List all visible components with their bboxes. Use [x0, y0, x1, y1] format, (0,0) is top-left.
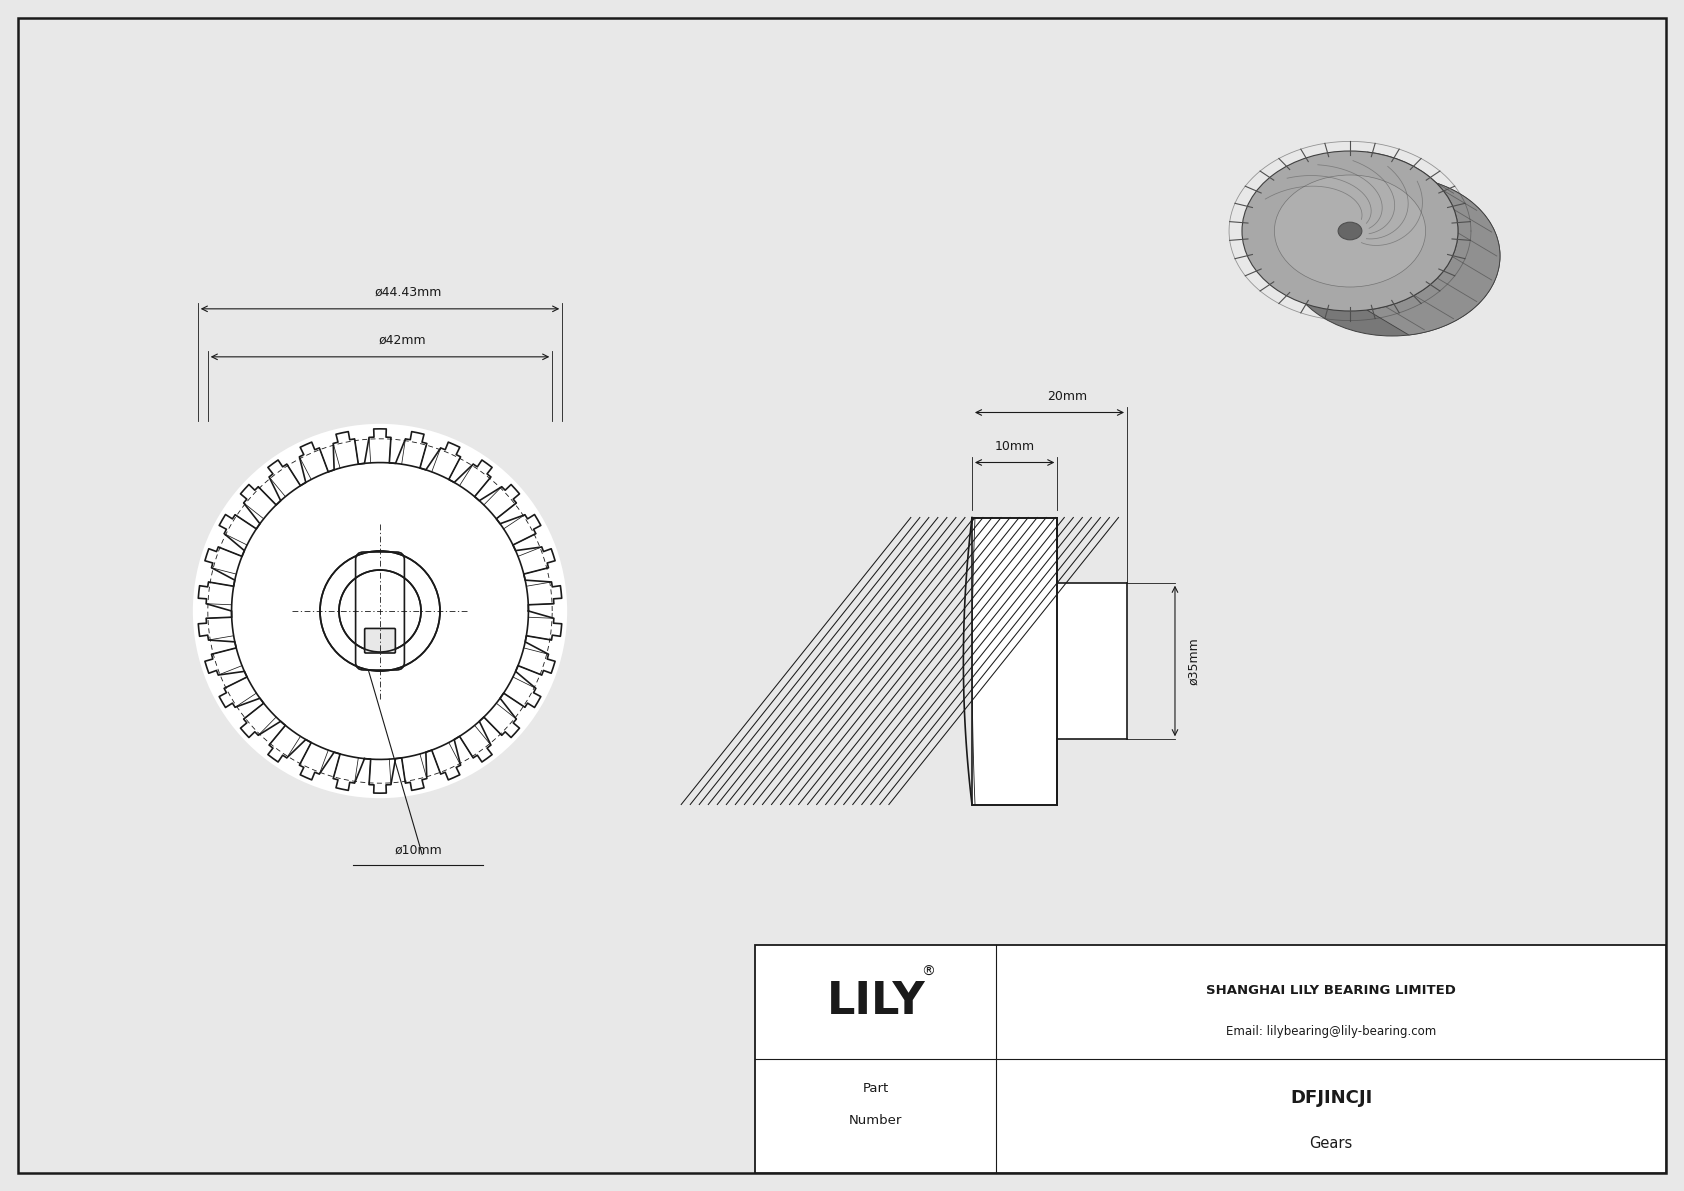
Circle shape — [194, 424, 568, 798]
Ellipse shape — [1283, 176, 1500, 336]
FancyBboxPatch shape — [365, 629, 396, 653]
Text: Part: Part — [862, 1083, 889, 1096]
Ellipse shape — [1275, 175, 1426, 287]
Text: LILY: LILY — [827, 980, 925, 1023]
Text: ø35mm: ø35mm — [1187, 637, 1201, 685]
Text: DFJINCJI: DFJINCJI — [1290, 1089, 1372, 1106]
Text: ø10mm: ø10mm — [394, 843, 441, 856]
Bar — [972, 518, 1058, 804]
Text: 20mm: 20mm — [1047, 389, 1088, 403]
Text: SHANGHAI LILY BEARING LIMITED: SHANGHAI LILY BEARING LIMITED — [1206, 984, 1457, 997]
Ellipse shape — [1339, 223, 1362, 239]
Polygon shape — [1367, 152, 1500, 335]
Text: Gears: Gears — [1310, 1136, 1352, 1151]
Text: 10mm: 10mm — [995, 439, 1034, 453]
FancyBboxPatch shape — [355, 551, 404, 671]
Text: ø44.43mm: ø44.43mm — [374, 286, 441, 299]
Text: Number: Number — [849, 1114, 903, 1127]
Text: Email: lilybearing@lily-bearing.com: Email: lilybearing@lily-bearing.com — [1226, 1025, 1436, 1039]
Ellipse shape — [1243, 151, 1458, 311]
Bar — [1058, 582, 1127, 740]
Bar — [754, 944, 1665, 1173]
Bar — [754, 944, 1665, 1173]
Text: ®: ® — [921, 965, 935, 979]
Text: ø42mm: ø42mm — [379, 333, 426, 347]
Bar — [972, 518, 1058, 804]
